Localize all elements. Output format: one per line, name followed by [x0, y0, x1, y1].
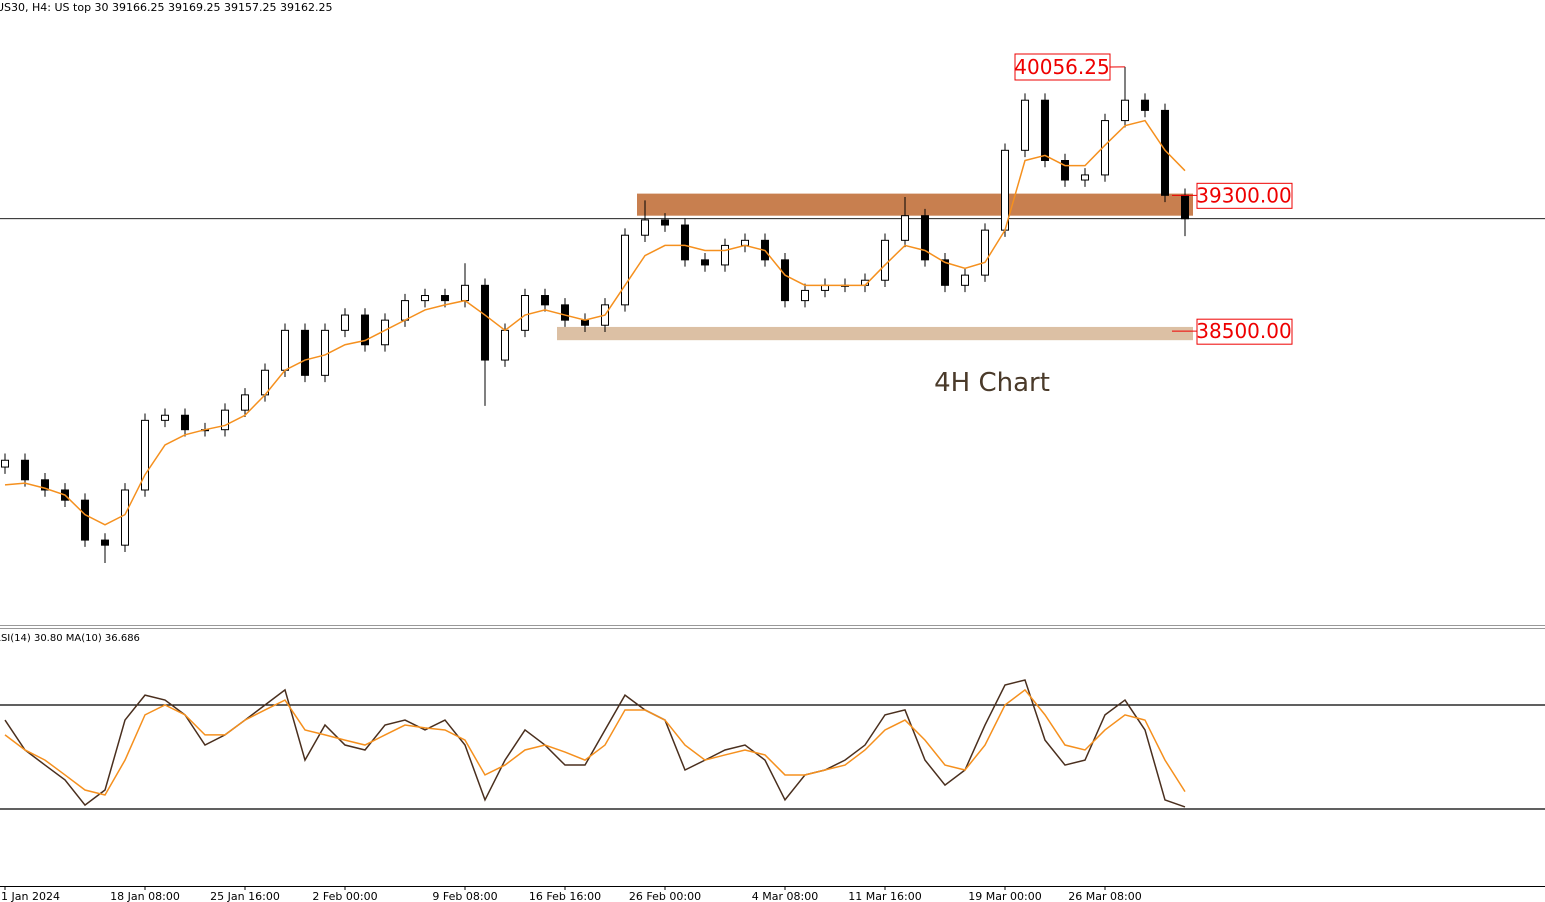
- x-tick-label: 11 Jan 2024: [0, 890, 60, 902]
- candle-body: [1141, 99, 1149, 111]
- x-tick-label: 4 Mar 08:00: [752, 890, 818, 902]
- candle-body: [881, 239, 889, 281]
- rsi-header: RSI(14) 30.80 MA(10) 36.686: [0, 633, 140, 644]
- candle-body: [301, 329, 309, 376]
- candle-body: [1121, 99, 1129, 122]
- candle-body: [481, 284, 489, 361]
- level-label: 40056.25: [1014, 55, 1109, 79]
- candle-body: [701, 259, 709, 266]
- level-label-box: [1196, 318, 1293, 345]
- candle-body: [901, 215, 909, 241]
- rsi-ma-line: [4, 688, 1186, 796]
- candle-body: [181, 414, 189, 431]
- price-zone: [557, 326, 1193, 341]
- candle-body: [641, 219, 649, 236]
- candle-body: [1041, 99, 1049, 161]
- x-tick-label: 16 Feb 16:00: [529, 890, 601, 902]
- x-tick-label: 26 Mar 08:00: [1068, 890, 1141, 902]
- candle-body: [1081, 174, 1089, 181]
- level-label: 38500.00: [1196, 319, 1291, 343]
- candle-body: [921, 215, 929, 261]
- level-label-box: [1014, 53, 1111, 81]
- candle-body: [541, 295, 549, 306]
- candle-body: [1001, 149, 1009, 231]
- candle-body: [421, 295, 429, 302]
- candle-body: [961, 274, 969, 286]
- candle-body: [1021, 99, 1029, 151]
- x-tick-label: 19 Mar 00:00: [968, 890, 1041, 902]
- level-label: 39300.00: [1196, 183, 1291, 207]
- x-tick-label: 26 Feb 00:00: [629, 890, 701, 902]
- candle-body: [561, 304, 569, 321]
- candle-body: [621, 234, 629, 306]
- candle-body: [1061, 159, 1069, 181]
- candle-body: [941, 259, 949, 286]
- candle-body: [161, 414, 169, 421]
- candle-body: [321, 329, 329, 376]
- candle-body: [221, 409, 229, 431]
- candle-body: [21, 459, 29, 481]
- chart-annotation: 4H Chart: [934, 368, 1050, 398]
- x-tick-label: 9 Feb 08:00: [432, 890, 497, 902]
- x-tick-label: 11 Mar 16:00: [848, 890, 921, 902]
- symbol-header: US30, H4: US top 30 39166.25 39169.25 39…: [0, 1, 332, 14]
- candle-body: [501, 329, 509, 361]
- candle-body: [521, 295, 529, 331]
- candle-body: [41, 479, 49, 491]
- candle-body: [721, 244, 729, 266]
- candle-body: [81, 499, 89, 541]
- candle-body: [661, 219, 669, 226]
- candle-body: [121, 489, 129, 546]
- x-tick-label: 18 Jan 08:00: [110, 890, 180, 902]
- rsi-line: [4, 679, 1186, 808]
- price-zone: [637, 193, 1193, 216]
- candle-body: [101, 539, 109, 546]
- candle-body: [801, 289, 809, 302]
- candle-body: [1, 459, 9, 468]
- candle-body: [241, 394, 249, 411]
- candle-body: [141, 419, 149, 491]
- candle-body: [1181, 194, 1189, 220]
- candle-body: [441, 295, 449, 302]
- candle-body: [401, 300, 409, 321]
- candle-body: [341, 314, 349, 331]
- candle-body: [461, 284, 469, 302]
- candle-body: [821, 284, 829, 291]
- candle-body: [361, 314, 369, 346]
- candle-body: [781, 259, 789, 302]
- candle-body: [381, 319, 389, 346]
- candle-body: [281, 329, 289, 371]
- moving-average: [4, 119, 1186, 526]
- x-tick-label: 2 Feb 00:00: [312, 890, 377, 902]
- candle-body: [681, 224, 689, 261]
- candle-body: [981, 229, 989, 276]
- x-tick-label: 25 Jan 16:00: [210, 890, 280, 902]
- level-label-box: [1196, 182, 1293, 209]
